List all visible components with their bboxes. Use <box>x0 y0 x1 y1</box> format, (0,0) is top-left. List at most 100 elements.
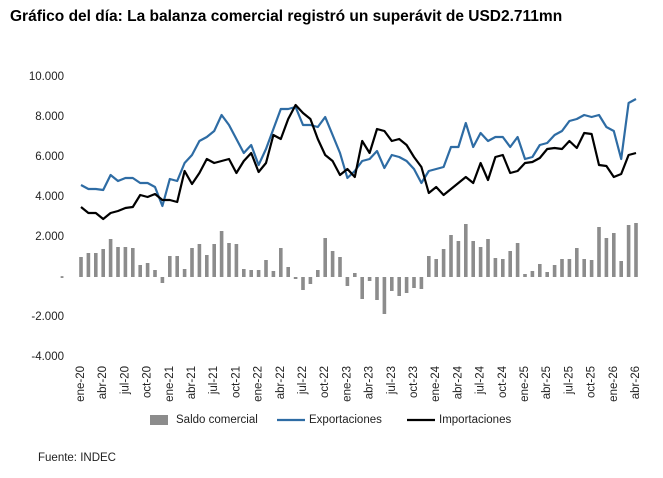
bar <box>101 249 105 277</box>
x-tick-label: abr-26 <box>630 366 642 399</box>
bar <box>190 248 194 277</box>
bar <box>478 247 483 277</box>
bar <box>153 270 157 277</box>
bar <box>427 256 431 277</box>
bar <box>360 277 364 299</box>
x-tick-label: ene-24 <box>430 365 442 401</box>
x-tick-label: oct-24 <box>497 365 509 398</box>
bar <box>116 247 120 277</box>
legend-label: Importaciones <box>439 414 511 426</box>
x-tick-label: abr-24 <box>452 365 464 399</box>
legend-label: Exportaciones <box>309 414 382 426</box>
x-tick-label: ene-25 <box>519 366 531 402</box>
x-tick-label: abr-25 <box>541 366 553 399</box>
x-tick-label: ene-23 <box>341 366 353 402</box>
x-tick-label: jul-23 <box>386 366 398 395</box>
bar <box>345 277 350 286</box>
source: Fuente: INDEC <box>38 452 116 464</box>
legend-label: Saldo comercial <box>176 414 258 426</box>
bar <box>501 259 505 277</box>
bar <box>145 263 150 277</box>
y-tick-label: 4.000 <box>35 191 64 203</box>
bar <box>486 239 490 277</box>
x-tick-label: ene-20 <box>75 366 87 402</box>
bar <box>634 223 638 277</box>
bar <box>316 270 320 277</box>
bar <box>86 253 91 277</box>
y-tick-label: 10.000 <box>29 71 64 83</box>
bar <box>286 267 290 277</box>
x-tick-label: oct-23 <box>408 366 420 398</box>
bar <box>131 248 135 277</box>
y-tick-label: 8.000 <box>35 111 64 123</box>
bar <box>301 277 305 290</box>
bar <box>441 249 446 277</box>
bar <box>419 277 424 289</box>
bar <box>493 258 498 277</box>
bar <box>79 257 83 277</box>
x-tick-label: jul-24 <box>475 365 487 395</box>
x-tick-label: oct-20 <box>142 366 154 398</box>
bar <box>168 256 172 277</box>
x-tick-label: oct-25 <box>586 366 598 398</box>
bar <box>279 248 283 277</box>
bar <box>604 238 609 277</box>
bar <box>256 270 261 277</box>
x-tick-label: abr-23 <box>364 366 376 399</box>
bar <box>456 241 461 277</box>
bar <box>582 259 586 277</box>
bar <box>330 251 335 277</box>
line <box>80 98 637 208</box>
bar <box>626 225 631 277</box>
line <box>80 103 637 221</box>
bar <box>175 256 179 277</box>
x-tick-label: abr-22 <box>275 366 287 399</box>
bar <box>464 224 468 277</box>
bar <box>197 244 202 277</box>
bar <box>108 239 113 277</box>
bar <box>397 277 401 296</box>
y-tick-label: -2.000 <box>31 311 64 323</box>
x-tick-label: jul-25 <box>563 366 575 395</box>
bar <box>293 277 298 279</box>
bar <box>382 277 387 314</box>
bar <box>94 253 98 277</box>
bar <box>353 273 357 277</box>
bar <box>212 244 216 277</box>
bar <box>227 243 231 277</box>
legend-swatch <box>150 415 168 425</box>
bar <box>219 231 224 277</box>
x-tick-label: abr-21 <box>186 366 198 399</box>
bar <box>264 260 268 277</box>
bar <box>404 277 409 293</box>
bar <box>338 257 342 277</box>
chart-title: Gráfico del día: La balanza comercial re… <box>10 8 563 25</box>
x-tick-label: ene-22 <box>253 366 265 402</box>
bar <box>575 248 579 277</box>
bar <box>538 264 542 277</box>
bar <box>123 247 128 277</box>
bar <box>182 269 187 277</box>
y-tick-label: - <box>60 271 64 283</box>
bar <box>523 274 527 277</box>
bar <box>612 233 616 277</box>
bar <box>552 265 557 277</box>
bar <box>375 277 379 300</box>
bar <box>308 277 313 284</box>
x-tick-label: jul-22 <box>297 366 309 395</box>
x-tick-label: jul-20 <box>119 366 131 395</box>
y-tick-label: 2.000 <box>35 231 64 243</box>
bar <box>367 277 372 281</box>
y-tick-label: 6.000 <box>35 151 64 163</box>
bar <box>589 260 594 277</box>
bar <box>449 235 453 277</box>
bar <box>530 271 535 277</box>
x-tick-label: abr-20 <box>97 366 109 399</box>
x-tick-label: ene-21 <box>164 366 176 402</box>
bar <box>242 269 246 277</box>
bar <box>434 259 438 277</box>
bar <box>597 227 601 277</box>
x-tick-label: ene-26 <box>608 366 620 402</box>
bar <box>138 265 142 277</box>
